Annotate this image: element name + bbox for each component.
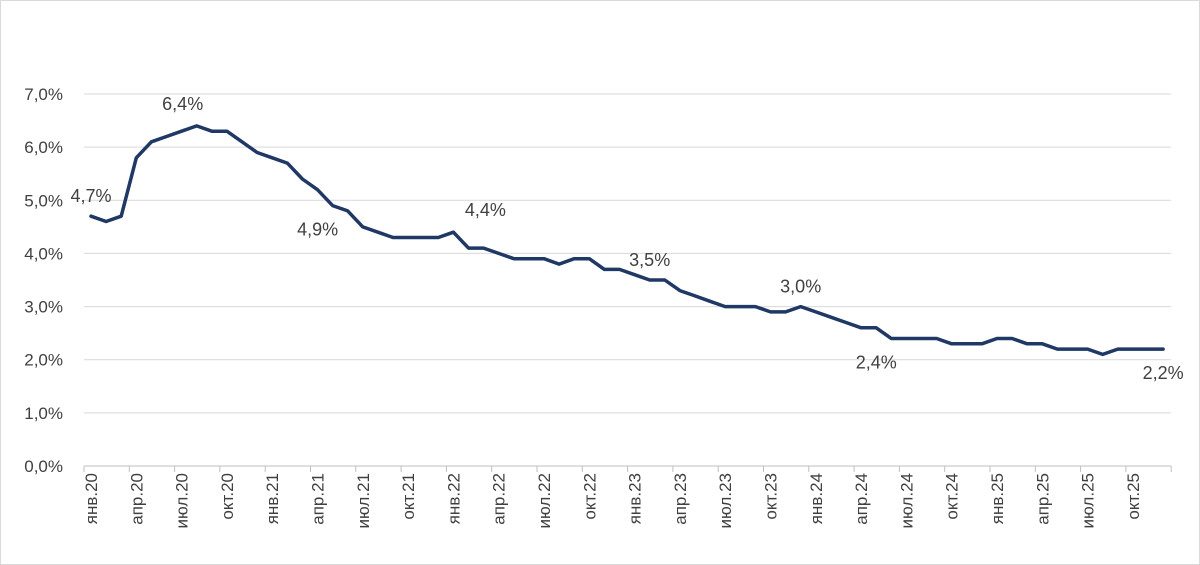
data-label: 4,4%	[465, 200, 506, 220]
y-tick-label: 5,0%	[24, 191, 63, 210]
x-tick-label: апр.24	[852, 473, 871, 525]
y-tick-label: 3,0%	[24, 298, 63, 317]
series-line	[89, 124, 1165, 357]
y-tick-label: 1,0%	[24, 404, 63, 423]
y-tick-label: 6,0%	[24, 138, 63, 157]
x-tick-label: окт.21	[399, 473, 418, 520]
x-tick-label: окт.22	[580, 473, 599, 520]
data-label: 3,5%	[629, 250, 670, 270]
y-tick-label: 2,0%	[24, 351, 63, 370]
x-tick-label: окт.20	[218, 473, 237, 520]
x-tick-label: июл.25	[1079, 473, 1098, 528]
x-tick-label: янв.22	[444, 473, 463, 524]
x-tick-label: апр.20	[127, 473, 146, 525]
x-tick-label: окт.24	[943, 473, 962, 520]
grid-lines	[84, 93, 1171, 414]
x-tick-label: апр.23	[671, 473, 690, 525]
data-label: 3,0%	[780, 277, 821, 297]
data-label: 2,4%	[856, 352, 897, 372]
y-axis-tick-labels: 0,0% 1,0% 2,0% 3,0% 4,0% 5,0% 6,0% 7,0%	[24, 85, 63, 476]
x-tick-label: апр.22	[490, 473, 509, 525]
x-tick-label: янв.20	[82, 473, 101, 524]
x-tick-label: янв.24	[807, 473, 826, 524]
x-tick-label: июл.22	[535, 473, 554, 528]
x-tick-label: апр.21	[309, 473, 328, 525]
x-tick-label: июл.24	[897, 473, 916, 528]
y-tick-label: 7,0%	[24, 85, 63, 104]
x-tick-label: июл.21	[354, 473, 373, 528]
x-tick-label: янв.25	[988, 473, 1007, 524]
x-tick-label: янв.23	[626, 473, 645, 524]
y-tick-label: 0,0%	[24, 457, 63, 476]
y-tick-label: 4,0%	[24, 244, 63, 263]
x-tick-label: июл.20	[173, 473, 192, 528]
x-axis: янв.20 апр.20 июл.20 окт.20 янв.21 апр.21 июл.…	[82, 465, 1172, 528]
x-tick-label: окт.23	[762, 473, 781, 520]
data-label: 6,4%	[162, 94, 203, 114]
x-tick-label: окт.25	[1124, 473, 1143, 520]
data-label: 4,7%	[70, 186, 111, 206]
data-label: 2,2%	[1143, 363, 1184, 383]
x-tick-label: июл.23	[716, 473, 735, 528]
series-layer	[89, 124, 1165, 357]
data-labels: 4,7% 6,4% 4,9% 4,4% 3,5% 3,0% 2,4% 2,2%	[70, 94, 1183, 383]
data-label: 4,9%	[297, 220, 338, 240]
x-tick-label: апр.25	[1033, 473, 1052, 525]
x-tick-label: янв.21	[263, 473, 282, 524]
